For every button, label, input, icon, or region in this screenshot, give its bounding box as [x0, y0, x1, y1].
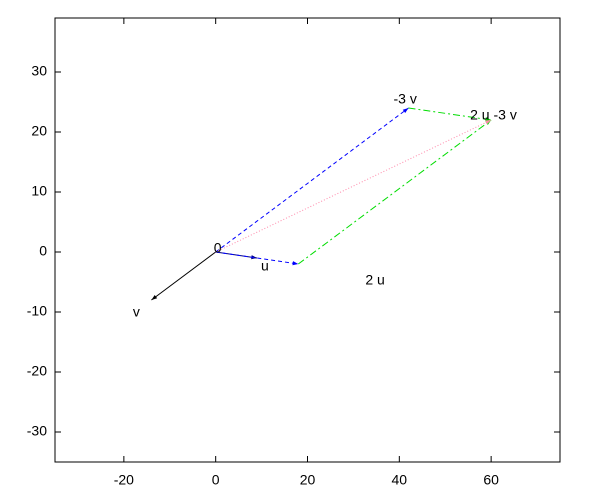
arrow-head [292, 261, 299, 266]
vector-line [215, 107, 409, 253]
y-tick-label: 20 [31, 123, 47, 139]
vector-line [151, 251, 216, 301]
vector-line [215, 119, 492, 253]
y-tick-label: 0 [39, 243, 47, 259]
arrow-head [151, 294, 158, 300]
x-tick-label: 60 [483, 472, 499, 488]
x-tick-label: 0 [212, 472, 220, 488]
vector-label: v [133, 304, 140, 320]
arrow-head [485, 120, 492, 125]
plot-frame [54, 17, 561, 463]
y-tick-label: -20 [27, 363, 47, 379]
y-tick-label: 10 [31, 183, 47, 199]
x-tick-label: 40 [392, 472, 408, 488]
vector-label: u [261, 258, 269, 274]
y-tick-label: -30 [27, 423, 47, 439]
vector-line [215, 251, 258, 259]
vector-label: -3 v [394, 91, 417, 107]
vector-line [298, 119, 492, 265]
vector-label: 2 u -3 v [470, 107, 517, 123]
vector-label: 2 u [365, 272, 384, 288]
y-tick-label: 30 [31, 63, 47, 79]
arrow-head [402, 108, 409, 114]
vector-label: 0 [214, 240, 222, 256]
x-tick-label: 20 [300, 472, 316, 488]
y-tick-label: -10 [27, 303, 47, 319]
x-tick-label: -20 [114, 472, 134, 488]
vector-line [408, 107, 492, 121]
